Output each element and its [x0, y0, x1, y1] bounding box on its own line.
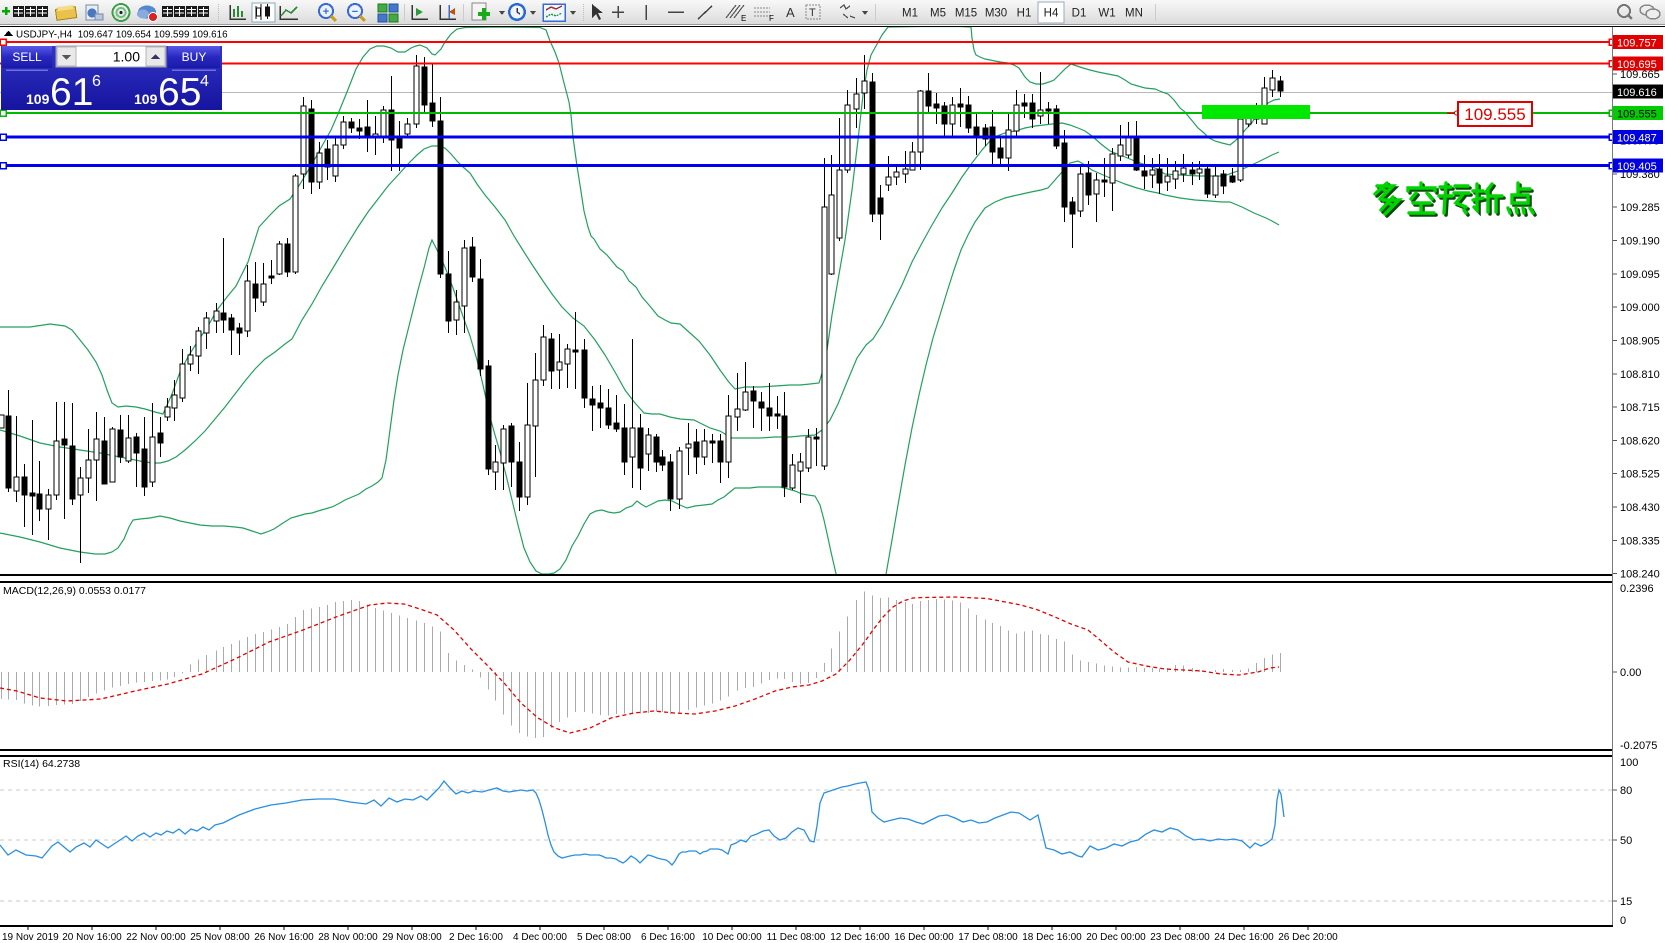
- svg-text:109.487: 109.487: [1617, 133, 1657, 145]
- svg-text:108.715: 108.715: [1620, 402, 1660, 414]
- svg-text:108.335: 108.335: [1620, 535, 1660, 547]
- svg-text:109.000: 109.000: [1620, 302, 1660, 314]
- svg-text:−: −: [352, 6, 358, 18]
- svg-text:28 Nov 00:00: 28 Nov 00:00: [318, 932, 378, 943]
- svg-text:20 Dec 00:00: 20 Dec 00:00: [1086, 932, 1146, 943]
- svg-text:26 Nov 16:00: 26 Nov 16:00: [254, 932, 314, 943]
- svg-text:4 Dec 00:00: 4 Dec 00:00: [513, 932, 567, 943]
- svg-text:109.665: 109.665: [1620, 69, 1660, 81]
- svg-text:0.2396: 0.2396: [1620, 583, 1654, 595]
- svg-text:F: F: [769, 14, 774, 23]
- svg-text:109.616: 109.616: [1617, 87, 1657, 99]
- svg-text:29 Nov 08:00: 29 Nov 08:00: [382, 932, 442, 943]
- svg-text:109.285: 109.285: [1620, 202, 1660, 214]
- svg-text:25 Nov 08:00: 25 Nov 08:00: [190, 932, 250, 943]
- svg-text:6 Dec 16:00: 6 Dec 16:00: [641, 932, 695, 943]
- svg-text:108.240: 108.240: [1620, 569, 1660, 581]
- svg-text:109.555: 109.555: [1617, 109, 1657, 121]
- svg-text:18 Dec 16:00: 18 Dec 16:00: [1022, 932, 1082, 943]
- svg-text:USDJPY-,H4 109.647 109.654 10: USDJPY-,H4 109.647 109.654 109.599 109.6…: [16, 30, 228, 41]
- svg-text:108.430: 108.430: [1620, 502, 1660, 514]
- svg-text:H1: H1: [1017, 8, 1032, 20]
- svg-text:M30: M30: [985, 8, 1007, 20]
- svg-text:-0.2075: -0.2075: [1620, 740, 1657, 752]
- svg-text:SELL: SELL: [12, 50, 42, 64]
- svg-text:D1: D1: [1072, 8, 1087, 20]
- svg-text:80: 80: [1620, 785, 1632, 797]
- svg-text:1.00: 1.00: [113, 49, 140, 65]
- svg-text:108.525: 108.525: [1620, 469, 1660, 481]
- svg-text:T: T: [809, 7, 816, 19]
- svg-text:108.905: 108.905: [1620, 335, 1660, 347]
- svg-text:19 Nov 2019: 19 Nov 2019: [2, 932, 59, 943]
- svg-text:16 Dec 00:00: 16 Dec 00:00: [894, 932, 954, 943]
- svg-text:10 Dec 00:00: 10 Dec 00:00: [702, 932, 762, 943]
- svg-text:M1: M1: [902, 8, 918, 20]
- svg-text:65: 65: [158, 71, 201, 114]
- svg-text:M5: M5: [930, 8, 946, 20]
- svg-text:17 Dec 08:00: 17 Dec 08:00: [958, 932, 1018, 943]
- svg-text:6: 6: [92, 73, 101, 90]
- svg-text:12 Dec 16:00: 12 Dec 16:00: [830, 932, 890, 943]
- svg-text:50: 50: [1620, 835, 1632, 847]
- svg-text:109.757: 109.757: [1617, 38, 1657, 50]
- svg-text:109.405: 109.405: [1617, 161, 1657, 173]
- svg-text:H4: H4: [1044, 8, 1059, 20]
- svg-text:100: 100: [1620, 757, 1638, 769]
- svg-text:109.095: 109.095: [1620, 269, 1660, 281]
- svg-text:2 Dec 16:00: 2 Dec 16:00: [449, 932, 503, 943]
- svg-text:E: E: [741, 14, 746, 23]
- svg-text:109.695: 109.695: [1617, 59, 1657, 71]
- svg-text:MACD(12,26,9) 0.0553 0.0177: MACD(12,26,9) 0.0553 0.0177: [3, 585, 146, 597]
- svg-text:M15: M15: [955, 8, 977, 20]
- svg-text:108.620: 108.620: [1620, 435, 1660, 447]
- svg-text:109.555: 109.555: [1464, 105, 1525, 124]
- svg-text:RSI(14) 64.2738: RSI(14) 64.2738: [3, 758, 80, 770]
- svg-text:+: +: [323, 6, 329, 18]
- svg-text:109: 109: [134, 91, 158, 107]
- svg-text:109.190: 109.190: [1620, 236, 1660, 248]
- svg-text:4: 4: [200, 73, 209, 90]
- svg-text:24 Dec 16:00: 24 Dec 16:00: [1214, 932, 1274, 943]
- svg-text:W1: W1: [1098, 8, 1115, 20]
- svg-text:26 Dec 20:00: 26 Dec 20:00: [1278, 932, 1338, 943]
- svg-text:5 Dec 08:00: 5 Dec 08:00: [577, 932, 631, 943]
- svg-text:A: A: [786, 5, 795, 20]
- svg-text:0: 0: [1620, 915, 1626, 927]
- svg-text:0.00: 0.00: [1620, 667, 1641, 679]
- svg-text:109: 109: [26, 91, 50, 107]
- svg-text:22 Nov 00:00: 22 Nov 00:00: [126, 932, 186, 943]
- svg-text:15: 15: [1620, 896, 1632, 908]
- svg-text:11 Dec 08:00: 11 Dec 08:00: [767, 932, 826, 943]
- svg-text:108.810: 108.810: [1620, 369, 1660, 381]
- svg-text:23 Dec 08:00: 23 Dec 08:00: [1150, 932, 1210, 943]
- svg-text:20 Nov 16:00: 20 Nov 16:00: [62, 932, 122, 943]
- svg-text:61: 61: [50, 71, 93, 114]
- svg-text:MN: MN: [1125, 8, 1143, 20]
- svg-text:BUY: BUY: [182, 50, 207, 64]
